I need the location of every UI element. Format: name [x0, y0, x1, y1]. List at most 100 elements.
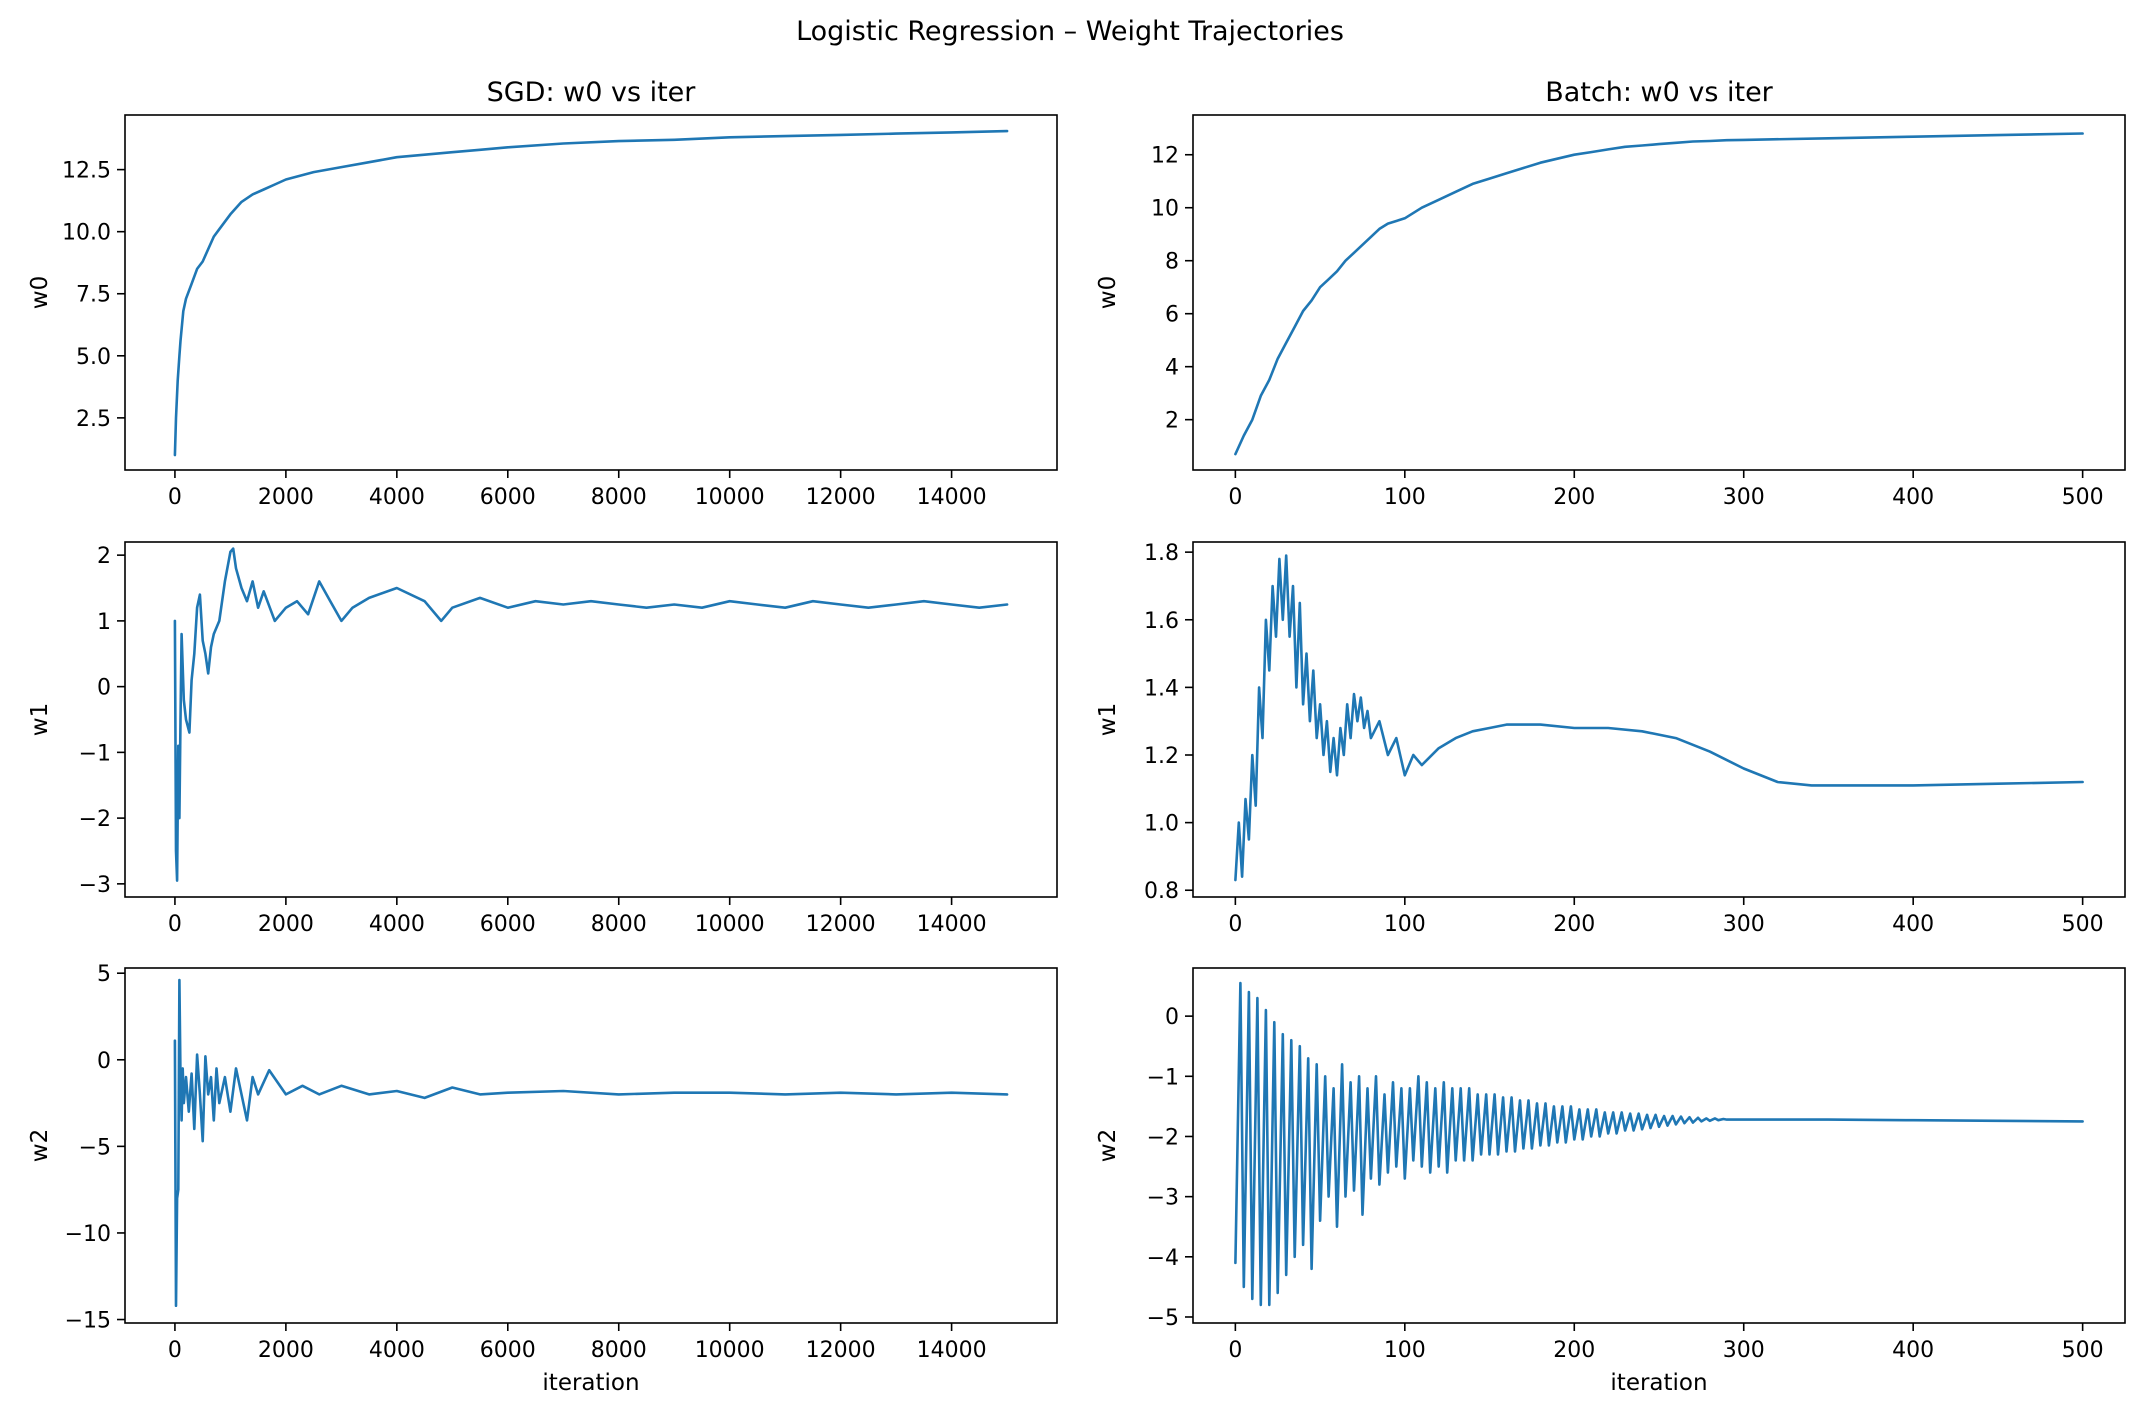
y-tick-label: −3: [1147, 1186, 1179, 1211]
x-tick-label: 8000: [591, 1338, 647, 1363]
y-tick-label: 2: [97, 544, 111, 569]
y-tick-label: 4: [1165, 356, 1179, 381]
x-tick-label: 0: [168, 1338, 182, 1363]
x-tick-label: 6000: [480, 912, 536, 937]
x-tick-label: 12000: [806, 1338, 876, 1363]
y-tick-label: −5: [79, 1135, 111, 1160]
axes-frame: [124, 114, 1058, 471]
y-tick-label: −5: [1147, 1306, 1179, 1331]
x-tick-label: 400: [1892, 912, 1934, 937]
x-tick-label: 100: [1384, 1338, 1426, 1363]
series-line-1: [173, 978, 1009, 1307]
x-tick-label: 400: [1892, 485, 1934, 510]
x-tick-label: 2000: [258, 1338, 314, 1363]
x-tick-label: 200: [1553, 485, 1595, 510]
y-tick-label: 2.5: [76, 407, 111, 432]
x-tick-label: 10000: [695, 485, 765, 510]
x-tick-label: 14000: [917, 485, 987, 510]
x-tick-label: 6000: [480, 485, 536, 510]
y-axis-label: w0: [1095, 276, 1121, 309]
series-line-1: [173, 547, 1009, 882]
x-tick-label: 500: [2062, 912, 2104, 937]
x-tick-label: 4000: [369, 485, 425, 510]
x-tick-label: 300: [1723, 912, 1765, 937]
axes-frame: [124, 541, 1058, 898]
subplot-4: 0 100 200 300 400 500 0.8 1.0 1.2 1.4 1.6 1.8 w1: [1095, 541, 2126, 937]
subplot-5: 0 2000 4000 6000 8000 10000 12000 14000 −15 −10 −5…: [27, 962, 1058, 1396]
y-tick-label: 12.5: [62, 159, 111, 184]
y-tick-label: 12: [1151, 144, 1179, 169]
x-axis-label: iteration: [1610, 1370, 1707, 1396]
series-line-1: [1234, 132, 2084, 456]
x-tick-label: 8000: [591, 485, 647, 510]
y-tick-label: 10.0: [62, 221, 111, 246]
axes-frame: [1192, 541, 2126, 898]
x-tick-label: 4000: [369, 1338, 425, 1363]
y-tick-label: 1.4: [1144, 676, 1179, 701]
y-tick-label: −2: [1147, 1125, 1179, 1150]
y-tick-label: 0: [97, 676, 111, 701]
y-tick-label: −3: [79, 873, 111, 898]
x-tick-label: 2000: [258, 485, 314, 510]
y-tick-label: 8: [1165, 250, 1179, 275]
series-line-1: [173, 129, 1009, 457]
x-tick-label: 0: [168, 912, 182, 937]
y-tick-label: 5: [97, 962, 111, 987]
y-tick-label: −4: [1147, 1246, 1179, 1271]
x-tick-label: 0: [168, 485, 182, 510]
subplot-title: Batch: w0 vs iter: [1545, 77, 1773, 108]
y-tick-label: 0: [1165, 1005, 1179, 1030]
subplot-1: 0 2000 4000 6000 8000 10000 12000 14000 2.5 5.0 7.…: [27, 77, 1058, 510]
x-tick-label: 500: [2062, 485, 2104, 510]
x-tick-label: 4000: [369, 912, 425, 937]
x-tick-label: 200: [1553, 912, 1595, 937]
y-tick-label: −15: [65, 1309, 111, 1334]
y-tick-label: 1.8: [1144, 541, 1179, 566]
x-tick-label: 400: [1892, 1338, 1934, 1363]
subplot-6: 0 100 200 300 400 500 −5 −4 −3 −2 −1 0 w2 iteration: [1095, 967, 2126, 1396]
x-tick-label: 0: [1228, 1338, 1242, 1363]
x-tick-label: 200: [1553, 1338, 1595, 1363]
x-tick-label: 300: [1723, 1338, 1765, 1363]
series-line-1: [1234, 554, 2084, 882]
y-tick-label: 1.6: [1144, 609, 1179, 634]
figure-suptitle: Logistic Regression – Weight Trajectorie…: [796, 16, 1344, 47]
x-tick-label: 14000: [917, 1338, 987, 1363]
subplot-3: 0 2000 4000 6000 8000 10000 12000 14000 −3 −2 −1 0 1…: [27, 541, 1058, 937]
x-tick-label: 500: [2062, 1338, 2104, 1363]
y-tick-label: 1.2: [1144, 744, 1179, 769]
y-axis-label: w1: [27, 703, 53, 736]
y-axis-label: w2: [27, 1129, 53, 1162]
x-tick-label: 8000: [591, 912, 647, 937]
subplot-title: SGD: w0 vs iter: [487, 77, 697, 108]
x-tick-label: 10000: [695, 912, 765, 937]
y-tick-label: 1: [97, 610, 111, 635]
y-tick-label: 0.8: [1144, 879, 1179, 904]
axes-frame: [1192, 114, 2126, 471]
x-tick-label: 12000: [806, 485, 876, 510]
y-tick-label: 7.5: [76, 283, 111, 308]
axes-layer: 0 2000 4000 6000 8000 10000 12000 140002.55.07.…: [27, 77, 2126, 1396]
y-axis-label: w2: [1095, 1129, 1121, 1162]
y-tick-label: 0: [97, 1049, 111, 1074]
x-tick-label: 6000: [480, 1338, 536, 1363]
x-tick-label: 100: [1384, 485, 1426, 510]
y-axis-label: w1: [1095, 703, 1121, 736]
y-tick-label: −2: [79, 807, 111, 832]
y-tick-label: −10: [65, 1222, 111, 1247]
y-tick-label: 10: [1151, 197, 1179, 222]
y-axis-label: w0: [27, 276, 53, 309]
x-tick-label: 100: [1384, 912, 1426, 937]
axes-frame: [124, 967, 1058, 1324]
x-axis-label: iteration: [542, 1370, 639, 1396]
x-tick-label: 0: [1228, 485, 1242, 510]
y-tick-label: 1.0: [1144, 812, 1179, 837]
x-tick-label: 12000: [806, 912, 876, 937]
x-tick-label: 0: [1228, 912, 1242, 937]
y-tick-label: −1: [79, 741, 111, 766]
y-tick-label: 2: [1165, 409, 1179, 434]
x-tick-label: 2000: [258, 912, 314, 937]
y-tick-label: 5.0: [76, 345, 111, 370]
x-tick-label: 10000: [695, 1338, 765, 1363]
